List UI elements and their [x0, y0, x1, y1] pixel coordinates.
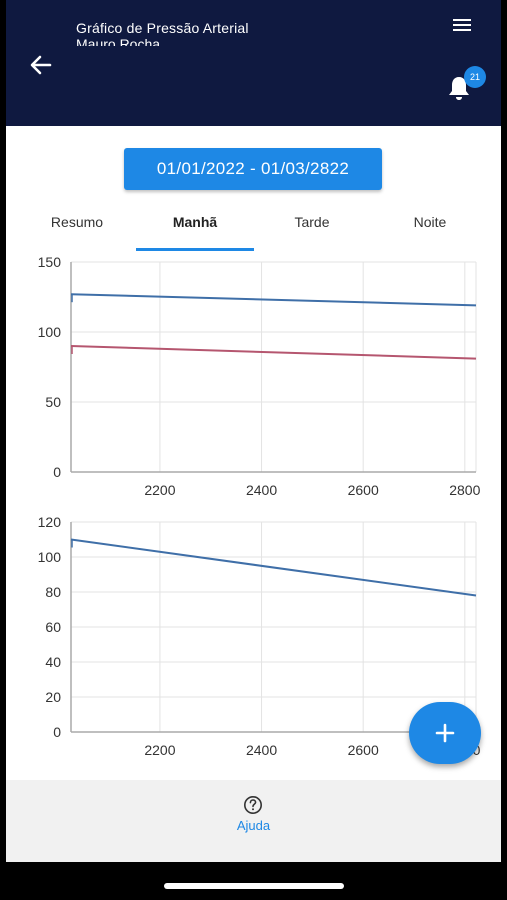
app-bar: Gráfico de Pressão Arterial Mauro Rocha … [6, 0, 501, 126]
x-tick-label: 2200 [144, 482, 175, 498]
help-label[interactable]: Ajuda [236, 818, 271, 833]
notification-badge: 21 [464, 66, 486, 88]
x-tick-label: 2600 [348, 742, 379, 758]
y-tick-label: 100 [38, 549, 62, 565]
y-tick-label: 40 [45, 654, 61, 670]
y-tick-label: 120 [38, 514, 62, 530]
patient-name: Mauro Rocha [76, 36, 161, 46]
main-content: 01/01/2022 - 01/03/2822 Resumo Manhã Tar… [6, 126, 501, 780]
y-tick-label: 0 [53, 724, 61, 740]
y-tick-label: 20 [45, 689, 61, 705]
tab-resumo[interactable]: Resumo [50, 214, 104, 230]
tab-tarde[interactable]: Tarde [294, 214, 330, 230]
pressure-chart: 0 50 100 150 2200 2400 2600 2800 [38, 254, 481, 498]
phone-screen: Gráfico de Pressão Arterial Mauro Rocha … [6, 0, 501, 862]
arrow-left-icon[interactable] [28, 52, 54, 78]
y-tick-label: 60 [45, 619, 61, 635]
add-button[interactable] [409, 702, 481, 764]
x-tick-label: 2400 [246, 482, 277, 498]
bottom-bar: Ajuda [6, 780, 501, 862]
series-line-2 [70, 345, 477, 360]
period-tabs: Resumo Manhã Tarde Noite [6, 206, 501, 252]
y-tick-label: 80 [45, 584, 61, 600]
y-tick-label: 150 [38, 254, 62, 270]
x-tick-label: 2200 [144, 742, 175, 758]
page-title: Gráfico de Pressão Arterial [76, 20, 249, 36]
y-tick-label: 0 [53, 464, 61, 480]
home-indicator [164, 883, 344, 889]
series-line-1 [70, 293, 477, 307]
date-range-button[interactable]: 01/01/2022 - 01/03/2822 [124, 148, 382, 190]
tab-noite[interactable]: Noite [413, 214, 447, 230]
x-tick-label: 2400 [246, 742, 277, 758]
y-tick-label: 50 [45, 394, 61, 410]
y-tick-label: 100 [38, 324, 62, 340]
tab-manha[interactable]: Manhã [172, 214, 218, 230]
question-circle-icon[interactable] [243, 795, 263, 815]
hamburger-menu-icon[interactable] [451, 16, 473, 34]
series-line-1 [70, 538, 477, 597]
x-tick-label: 2600 [348, 482, 379, 498]
active-tab-indicator [136, 248, 254, 251]
x-tick-label: 2800 [449, 482, 480, 498]
plus-icon [435, 723, 455, 743]
